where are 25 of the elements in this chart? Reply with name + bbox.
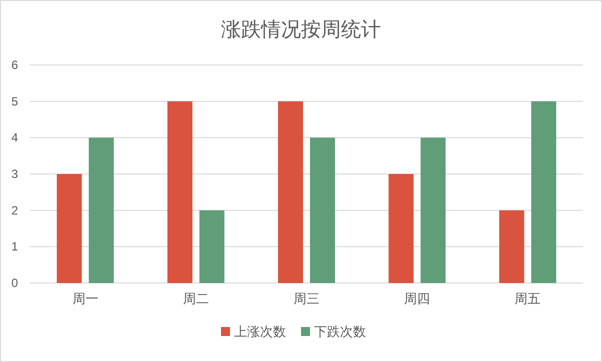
y-tick-label: 1 [11, 240, 18, 254]
y-tick-label: 4 [11, 130, 18, 145]
bar [88, 138, 114, 283]
bar [420, 138, 446, 283]
chart-title: 涨跌情况按周统计 [221, 19, 381, 41]
bar [310, 138, 335, 283]
bar [167, 101, 192, 283]
legend-label: 上涨次数 [234, 324, 286, 339]
bar [278, 101, 303, 283]
y-tick-label: 2 [11, 203, 18, 218]
bar [499, 210, 524, 283]
y-tick-label: 6 [11, 58, 18, 72]
y-tick-label: 0 [11, 276, 18, 290]
x-tick-label: 周一 [72, 291, 98, 306]
legend-label: 下跌次数 [314, 324, 366, 339]
x-tick-label: 周四 [404, 291, 430, 306]
bar [199, 210, 224, 283]
bar [388, 174, 414, 283]
x-tick-label: 周五 [514, 291, 541, 306]
y-tick-label: 3 [11, 167, 18, 181]
bar [531, 101, 556, 283]
y-tick-label: 5 [11, 94, 18, 108]
x-tick-label: 周二 [182, 291, 209, 306]
bar [56, 174, 82, 283]
x-tick-label: 周三 [294, 291, 320, 306]
